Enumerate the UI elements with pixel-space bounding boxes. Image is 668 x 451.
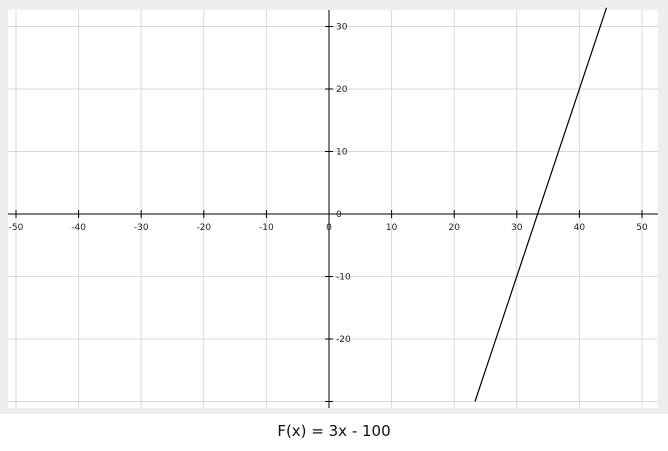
x-tick-label: -50 [9, 223, 24, 233]
x-tick-label: -30 [134, 223, 149, 233]
x-tick-label: 40 [574, 223, 586, 233]
function-line [474, 7, 608, 402]
function-title: F(x) = 3x - 100 [277, 422, 391, 440]
x-tick-label: 10 [386, 223, 398, 233]
series [474, 7, 608, 402]
tick-labels: -50 -40 -30 -20 -10 0 10 20 30 40 50 -20 -10 0 10 20 30 [9, 23, 648, 346]
y-tick-label: 10 [336, 148, 348, 158]
y-tick-label: -10 [336, 273, 351, 283]
y-tick-label: 30 [336, 23, 348, 33]
x-tick-label: 50 [636, 223, 648, 233]
y-tick-label: -20 [336, 335, 351, 345]
function-plot[interactable]: -50 -40 -30 -20 -10 0 10 20 30 40 50 -20 -10 0 10 20 30 [0, 0, 668, 414]
x-tick-label: -20 [196, 223, 211, 233]
ticks [15, 26, 643, 402]
x-tick-label: 0 [326, 223, 332, 233]
x-tick-label: 20 [448, 223, 460, 233]
y-tick-label: 20 [336, 85, 348, 95]
x-tick-label: -40 [71, 223, 86, 233]
x-tick-label: -10 [259, 223, 274, 233]
plot-area [8, 10, 658, 408]
x-tick-label: 30 [511, 223, 523, 233]
y-tick-label: 0 [336, 210, 342, 220]
